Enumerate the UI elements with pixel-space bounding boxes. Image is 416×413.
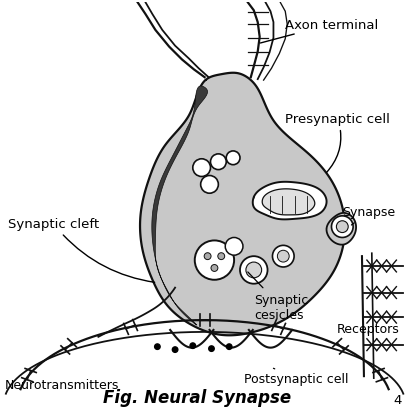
Circle shape [337,221,348,233]
Circle shape [240,256,267,284]
Polygon shape [327,214,356,245]
Circle shape [225,238,243,256]
Circle shape [210,154,226,170]
Circle shape [211,265,218,272]
Circle shape [332,216,353,238]
Circle shape [193,159,210,177]
Circle shape [195,241,234,280]
Circle shape [246,262,262,278]
Circle shape [226,152,240,165]
Text: Postsynaptic cell: Postsynaptic cell [244,368,349,385]
Text: Neurotransmitters: Neurotransmitters [5,377,119,391]
Circle shape [218,253,225,260]
Circle shape [204,253,211,260]
Polygon shape [262,190,315,215]
Polygon shape [152,87,208,325]
Text: 4: 4 [393,393,401,406]
Text: Synaptic cleft: Synaptic cleft [8,218,155,282]
Circle shape [155,344,160,349]
Polygon shape [140,74,345,335]
Text: Fig. Neural Synapse: Fig. Neural Synapse [103,388,291,406]
Text: Synaptic
cesicles: Synaptic cesicles [248,272,308,321]
Circle shape [277,251,289,262]
Circle shape [226,344,232,349]
Circle shape [201,176,218,194]
Text: Synapse: Synapse [342,206,396,225]
Text: Receptors: Receptors [337,323,399,336]
Circle shape [172,347,178,353]
Polygon shape [253,183,327,220]
Circle shape [209,346,214,351]
Text: Presynaptic cell: Presynaptic cell [285,113,390,173]
Text: Axon terminal: Axon terminal [260,19,379,44]
Circle shape [272,246,294,267]
Circle shape [190,343,196,349]
